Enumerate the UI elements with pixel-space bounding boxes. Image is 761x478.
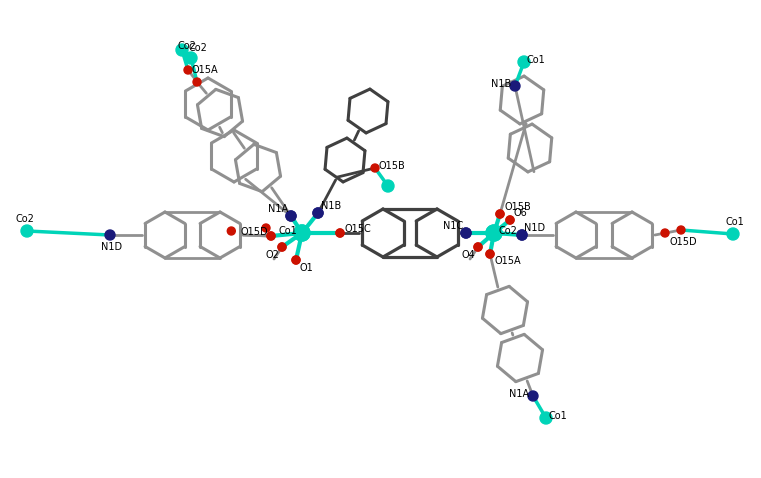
Circle shape (193, 78, 201, 86)
Text: O15A: O15A (495, 256, 521, 266)
Text: O6: O6 (513, 208, 527, 218)
Text: O15D: O15D (669, 237, 697, 247)
Circle shape (486, 225, 502, 241)
Circle shape (517, 230, 527, 240)
Text: N1A: N1A (509, 389, 529, 399)
Circle shape (294, 225, 310, 241)
Text: Co2: Co2 (15, 214, 34, 224)
Circle shape (677, 226, 685, 234)
Circle shape (474, 243, 482, 251)
Circle shape (185, 52, 197, 64)
Circle shape (313, 208, 323, 218)
Circle shape (496, 210, 504, 218)
Text: O15C: O15C (345, 224, 371, 234)
Circle shape (267, 232, 275, 240)
Text: Co1: Co1 (549, 411, 568, 421)
Circle shape (278, 243, 286, 251)
Circle shape (105, 230, 115, 240)
Text: Co1: Co1 (527, 55, 546, 65)
Circle shape (518, 56, 530, 68)
Circle shape (486, 225, 502, 241)
Text: O15D: O15D (240, 227, 268, 237)
Circle shape (21, 225, 33, 237)
Circle shape (506, 216, 514, 224)
Circle shape (540, 412, 552, 424)
Circle shape (510, 81, 520, 91)
Circle shape (496, 210, 504, 218)
Circle shape (371, 164, 379, 172)
Text: N1D: N1D (101, 242, 123, 252)
Circle shape (486, 250, 494, 258)
Circle shape (292, 256, 300, 264)
Circle shape (262, 224, 270, 232)
Text: O2: O2 (265, 250, 279, 260)
Text: N1B: N1B (321, 201, 341, 211)
Circle shape (336, 229, 344, 237)
Text: Co2: Co2 (189, 43, 208, 53)
Circle shape (661, 229, 669, 237)
Circle shape (461, 228, 471, 238)
Text: O15B: O15B (505, 202, 531, 212)
Circle shape (176, 44, 188, 56)
Circle shape (228, 227, 235, 235)
Circle shape (486, 250, 494, 258)
Text: N1B: N1B (491, 79, 511, 89)
Circle shape (506, 216, 514, 224)
Circle shape (286, 211, 296, 221)
Circle shape (461, 228, 471, 238)
Circle shape (528, 391, 538, 401)
Circle shape (336, 229, 344, 237)
Circle shape (313, 208, 323, 218)
Circle shape (517, 230, 527, 240)
Circle shape (267, 232, 275, 240)
Text: Co1: Co1 (726, 217, 744, 227)
Text: O4: O4 (461, 250, 475, 260)
Circle shape (184, 66, 192, 74)
Circle shape (292, 256, 300, 264)
Circle shape (286, 211, 296, 221)
Text: N1D: N1D (524, 223, 546, 233)
Circle shape (278, 243, 286, 251)
Text: Co1: Co1 (279, 226, 298, 236)
Text: O1: O1 (299, 263, 313, 273)
Circle shape (474, 243, 482, 251)
Text: Co2: Co2 (177, 41, 196, 51)
Text: O15B: O15B (379, 161, 406, 171)
Text: Co2: Co2 (498, 226, 517, 236)
Circle shape (382, 180, 394, 192)
Text: N1C: N1C (443, 221, 463, 231)
Text: N1A: N1A (268, 204, 288, 214)
Circle shape (294, 225, 310, 241)
Circle shape (727, 228, 739, 240)
Text: O15A: O15A (192, 65, 218, 75)
